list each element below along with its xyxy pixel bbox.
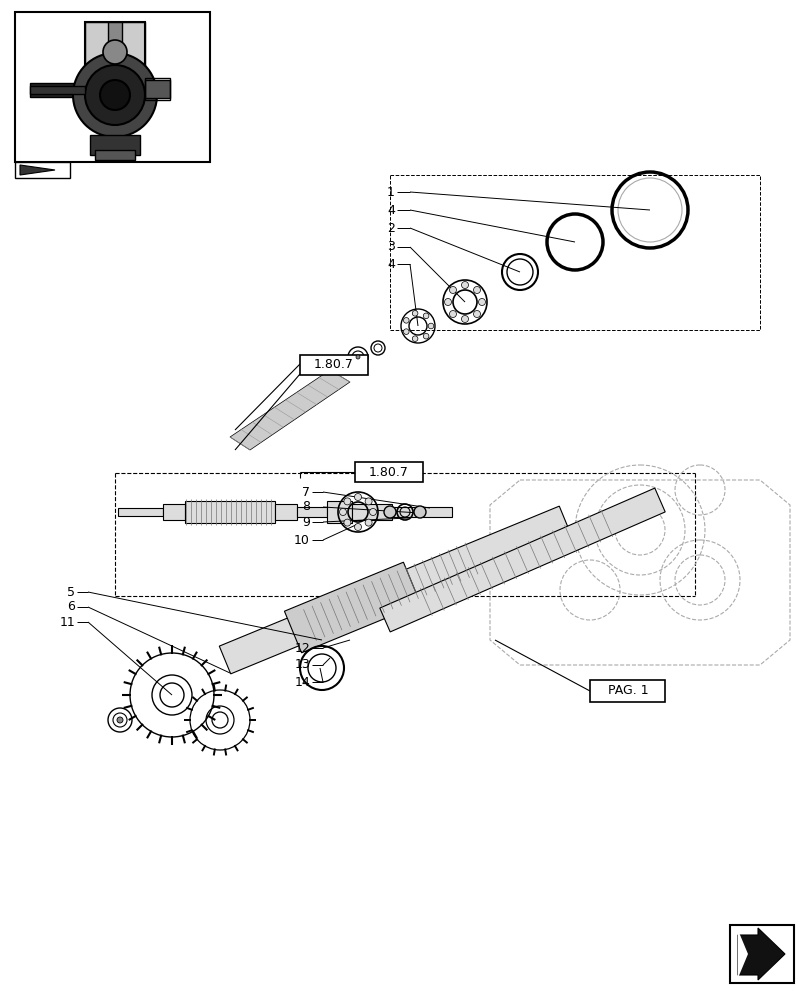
Bar [392,507,452,517]
Circle shape [384,506,396,518]
Polygon shape [230,370,350,450]
Circle shape [73,53,157,137]
Circle shape [412,336,418,341]
Polygon shape [20,165,55,175]
Text: 3: 3 [387,240,394,253]
Text: 1.80.7: 1.80.7 [314,359,354,371]
Circle shape [461,316,468,322]
Bar [327,501,351,523]
Circle shape [355,355,359,359]
Text: 11: 11 [59,615,75,629]
Text: 14: 14 [294,676,310,688]
Text: 4: 4 [387,257,394,270]
Bar [354,462,423,482]
Circle shape [339,508,346,516]
Circle shape [473,311,480,318]
Circle shape [449,286,456,293]
Text: 12: 12 [294,642,310,654]
Circle shape [414,506,426,518]
Polygon shape [284,562,420,653]
Circle shape [117,717,122,723]
Bar [297,507,327,517]
Circle shape [473,286,480,293]
Text: 1: 1 [387,186,394,198]
Circle shape [344,498,350,505]
Bar [299,355,367,375]
Text: 6: 6 [67,600,75,613]
Text: 9: 9 [302,516,310,528]
Bar [108,22,122,52]
Bar [590,680,664,702]
Text: 10: 10 [294,534,310,546]
Circle shape [369,508,376,516]
Circle shape [344,519,350,526]
Bar [15,162,70,178]
Circle shape [478,298,485,306]
Bar [30,86,85,94]
Bar [118,508,163,516]
Text: 7: 7 [302,486,310,498]
Circle shape [354,493,361,500]
Text: 5: 5 [67,585,75,598]
Circle shape [412,311,418,316]
Polygon shape [737,928,784,980]
Bar [30,83,115,97]
Circle shape [354,524,361,530]
Circle shape [403,329,409,334]
Bar [275,504,297,520]
Circle shape [365,498,371,505]
Bar [729,925,793,983]
Text: 13: 13 [294,658,310,672]
Circle shape [423,333,428,339]
Bar [351,504,392,520]
Text: 4: 4 [387,204,394,217]
Bar [145,80,169,98]
Circle shape [103,40,127,64]
Bar [95,150,135,160]
Text: PAG. 1: PAG. 1 [607,684,647,698]
Circle shape [427,323,433,329]
Bar [145,78,169,100]
Polygon shape [219,506,570,674]
Bar [15,12,210,162]
Text: 8: 8 [302,500,310,514]
Polygon shape [380,488,664,632]
Text: 1.80.7: 1.80.7 [369,466,409,479]
Bar [85,22,145,117]
Circle shape [365,519,371,526]
Polygon shape [737,930,747,978]
Circle shape [444,298,451,306]
Circle shape [85,65,145,125]
Circle shape [100,80,130,110]
Bar [90,135,139,155]
Circle shape [449,311,456,318]
Text: 2: 2 [387,222,394,234]
Circle shape [461,282,468,288]
Circle shape [403,318,409,323]
Bar [185,501,275,523]
Bar [163,504,185,520]
Bar [85,22,145,117]
Circle shape [423,313,428,319]
